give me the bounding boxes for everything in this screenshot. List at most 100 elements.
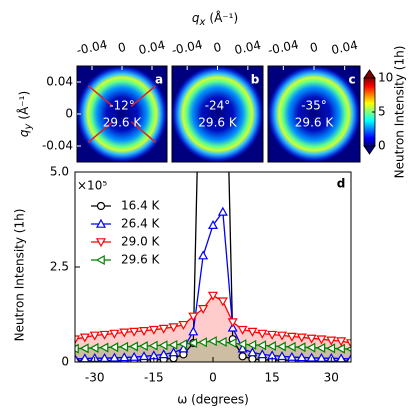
- marker: [346, 353, 351, 362]
- marker: [296, 352, 307, 362]
- symbol: q: [192, 11, 200, 25]
- y-tick-label: 0.04: [46, 75, 73, 89]
- marker: [296, 342, 306, 353]
- sector-line: [87, 121, 114, 143]
- legend-label: 16.4 K: [121, 199, 161, 213]
- marker: [158, 349, 169, 359]
- marker: [138, 341, 148, 352]
- marker: [326, 336, 337, 346]
- angle-label: -12°: [109, 99, 135, 113]
- marker: [326, 343, 336, 354]
- marker: [257, 329, 268, 339]
- marker: [188, 326, 199, 336]
- marker: [89, 331, 100, 341]
- marker: [247, 339, 257, 350]
- marker: [207, 219, 219, 229]
- marker: [238, 352, 247, 361]
- x-tick-label: 30: [324, 371, 339, 385]
- colorbar-label: Neutron Intensity (1h): [393, 46, 407, 179]
- temperature-label: 29.6 K: [103, 116, 143, 130]
- x-tick-label: 0.04: [330, 38, 359, 57]
- marker: [257, 349, 268, 359]
- marker: [217, 336, 227, 347]
- marker: [276, 331, 288, 341]
- legend-marker: [95, 254, 105, 266]
- x-tick-label: 0: [212, 40, 222, 55]
- multiplier: ×10⁵: [77, 179, 107, 193]
- temperature-label: 29.6 K: [295, 116, 335, 130]
- marker: [119, 328, 130, 338]
- marker: [79, 333, 90, 343]
- marker: [316, 352, 327, 362]
- marker: [286, 341, 296, 352]
- marker: [227, 322, 238, 332]
- x-tick-label: -0.04: [170, 37, 203, 57]
- marker: [248, 354, 257, 362]
- marker: [148, 325, 159, 335]
- x-tick-label: 0: [309, 40, 319, 55]
- unit: (Å⁻¹): [209, 10, 238, 25]
- marker: [109, 352, 120, 362]
- x-tick-label: -30: [85, 371, 105, 385]
- marker: [247, 347, 258, 357]
- temperature-label: 29.6 K: [198, 116, 238, 130]
- panel-label: d: [337, 177, 346, 191]
- legend-label: 29.0 K: [121, 235, 161, 249]
- marker: [247, 327, 258, 337]
- panel-label: a: [155, 73, 163, 87]
- marker: [198, 305, 209, 315]
- marker: [217, 297, 228, 307]
- marker: [306, 334, 317, 344]
- marker: [79, 343, 89, 354]
- x-tick-label: 15: [265, 371, 280, 385]
- heatmap-image: [76, 65, 168, 163]
- heatmap-image: [171, 65, 264, 163]
- legend-marker: [95, 238, 107, 248]
- legend-marker: [95, 218, 107, 228]
- marker: [128, 341, 138, 352]
- marker: [296, 333, 307, 343]
- marker: [75, 353, 80, 362]
- marker: [257, 340, 267, 351]
- legend-label: 26.4 K: [121, 217, 161, 231]
- marker: [266, 341, 276, 352]
- x-tick-label: 0: [209, 371, 217, 385]
- x-tick-label: -0.04: [75, 37, 108, 57]
- marker: [75, 343, 79, 354]
- marker: [168, 347, 179, 357]
- angle-label: -24°: [205, 99, 231, 113]
- marker: [276, 341, 286, 352]
- marker: [237, 343, 248, 353]
- colorbar-tick-label: 5: [378, 105, 386, 119]
- colorbar-tick-label: 10: [378, 71, 393, 85]
- marker: [217, 206, 228, 216]
- marker: [148, 340, 158, 351]
- marker: [198, 250, 209, 260]
- y-axis-label: Neutron Intensity (1h): [13, 209, 27, 342]
- marker: [227, 318, 238, 328]
- marker: [109, 329, 120, 339]
- marker: [227, 337, 237, 349]
- marker: [99, 352, 110, 362]
- legend-label: 29.6 K: [121, 253, 161, 267]
- marker: [237, 325, 248, 335]
- y-axis-label: qy (Å⁻¹): [16, 91, 35, 137]
- y-tick-label: -0.04: [42, 139, 73, 153]
- marker: [109, 342, 119, 353]
- marker: [178, 320, 189, 330]
- y-tick-label: 2.5: [50, 260, 69, 274]
- panel-label: c: [348, 73, 355, 87]
- marker: [286, 332, 297, 342]
- marker: [316, 342, 326, 353]
- subscript: x: [198, 17, 205, 28]
- marker: [178, 343, 189, 353]
- marker: [335, 343, 345, 354]
- x-axis-label: ω (degrees): [177, 393, 249, 407]
- marker: [188, 337, 198, 349]
- marker: [276, 351, 288, 361]
- y-tick-label: 0: [65, 107, 73, 121]
- plot-area: [75, 172, 351, 362]
- colorbar-arrow: [363, 69, 376, 79]
- y-tick-label: 0: [61, 355, 69, 369]
